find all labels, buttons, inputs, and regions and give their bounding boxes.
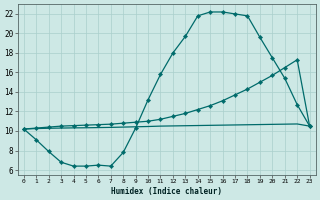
X-axis label: Humidex (Indice chaleur): Humidex (Indice chaleur) (111, 187, 222, 196)
